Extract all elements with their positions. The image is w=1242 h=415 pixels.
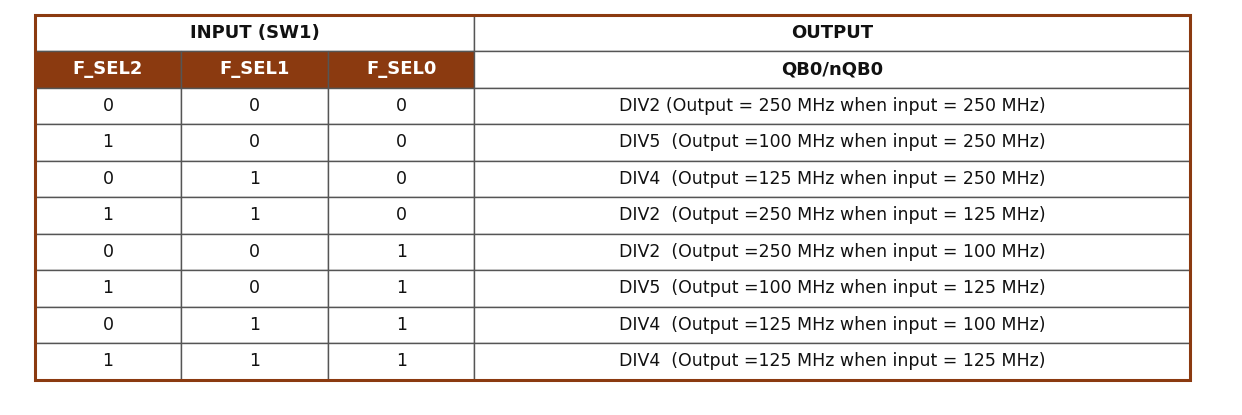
Bar: [328, 270, 474, 307]
Text: DIV2  (Output =250 MHz when input = 125 MHz): DIV2 (Output =250 MHz when input = 125 M…: [619, 206, 1046, 225]
Bar: [35, 197, 181, 234]
Bar: [328, 124, 474, 161]
Bar: [35, 343, 181, 380]
Bar: [328, 51, 474, 88]
Text: INPUT (SW1): INPUT (SW1): [190, 24, 319, 42]
Text: F_SEL1: F_SEL1: [220, 60, 289, 78]
Bar: [35, 270, 181, 307]
Text: 1: 1: [396, 279, 406, 298]
Text: 1: 1: [250, 352, 260, 371]
Bar: [35, 88, 181, 124]
Text: 0: 0: [396, 133, 406, 151]
Text: 1: 1: [250, 206, 260, 225]
Text: 0: 0: [103, 170, 113, 188]
Bar: [474, 234, 1190, 270]
Bar: [328, 161, 474, 197]
Text: DIV2 (Output = 250 MHz when input = 250 MHz): DIV2 (Output = 250 MHz when input = 250 …: [619, 97, 1046, 115]
Bar: [474, 15, 1190, 51]
Text: DIV5  (Output =100 MHz when input = 125 MHz): DIV5 (Output =100 MHz when input = 125 M…: [619, 279, 1046, 298]
Text: 1: 1: [103, 133, 113, 151]
Text: 0: 0: [250, 279, 260, 298]
Text: 0: 0: [396, 97, 406, 115]
Bar: [35, 15, 1190, 380]
Bar: [474, 197, 1190, 234]
Bar: [181, 343, 328, 380]
Text: 0: 0: [250, 243, 260, 261]
Text: 1: 1: [103, 352, 113, 371]
Text: 1: 1: [396, 243, 406, 261]
Bar: [181, 234, 328, 270]
Text: 1: 1: [396, 316, 406, 334]
Bar: [474, 307, 1190, 343]
Bar: [328, 197, 474, 234]
Bar: [328, 88, 474, 124]
Bar: [35, 124, 181, 161]
Text: OUTPUT: OUTPUT: [791, 24, 873, 42]
Text: 1: 1: [396, 352, 406, 371]
Text: 0: 0: [396, 206, 406, 225]
Text: 0: 0: [250, 133, 260, 151]
Text: F_SEL2: F_SEL2: [73, 60, 143, 78]
Text: DIV2  (Output =250 MHz when input = 100 MHz): DIV2 (Output =250 MHz when input = 100 M…: [619, 243, 1046, 261]
Bar: [35, 15, 474, 51]
Bar: [474, 161, 1190, 197]
Text: 1: 1: [103, 206, 113, 225]
Bar: [181, 88, 328, 124]
Bar: [181, 270, 328, 307]
Text: F_SEL0: F_SEL0: [366, 60, 436, 78]
Bar: [35, 307, 181, 343]
Text: 0: 0: [103, 316, 113, 334]
Bar: [328, 307, 474, 343]
Bar: [181, 124, 328, 161]
Bar: [474, 88, 1190, 124]
Text: QB0/nQB0: QB0/nQB0: [781, 60, 883, 78]
Bar: [474, 270, 1190, 307]
Bar: [181, 197, 328, 234]
Bar: [328, 343, 474, 380]
Text: 0: 0: [103, 97, 113, 115]
Bar: [35, 161, 181, 197]
Bar: [181, 161, 328, 197]
Text: DIV5  (Output =100 MHz when input = 250 MHz): DIV5 (Output =100 MHz when input = 250 M…: [619, 133, 1046, 151]
Text: DIV4  (Output =125 MHz when input = 250 MHz): DIV4 (Output =125 MHz when input = 250 M…: [619, 170, 1046, 188]
Bar: [35, 234, 181, 270]
Bar: [35, 51, 181, 88]
Bar: [474, 343, 1190, 380]
Text: 0: 0: [396, 170, 406, 188]
Text: 1: 1: [250, 316, 260, 334]
Text: 1: 1: [250, 170, 260, 188]
Text: 0: 0: [103, 243, 113, 261]
Bar: [474, 51, 1190, 88]
Text: 1: 1: [103, 279, 113, 298]
Text: 0: 0: [250, 97, 260, 115]
Text: DIV4  (Output =125 MHz when input = 125 MHz): DIV4 (Output =125 MHz when input = 125 M…: [619, 352, 1046, 371]
Bar: [328, 234, 474, 270]
Bar: [181, 307, 328, 343]
Text: DIV4  (Output =125 MHz when input = 100 MHz): DIV4 (Output =125 MHz when input = 100 M…: [619, 316, 1046, 334]
Bar: [474, 124, 1190, 161]
Bar: [181, 51, 328, 88]
